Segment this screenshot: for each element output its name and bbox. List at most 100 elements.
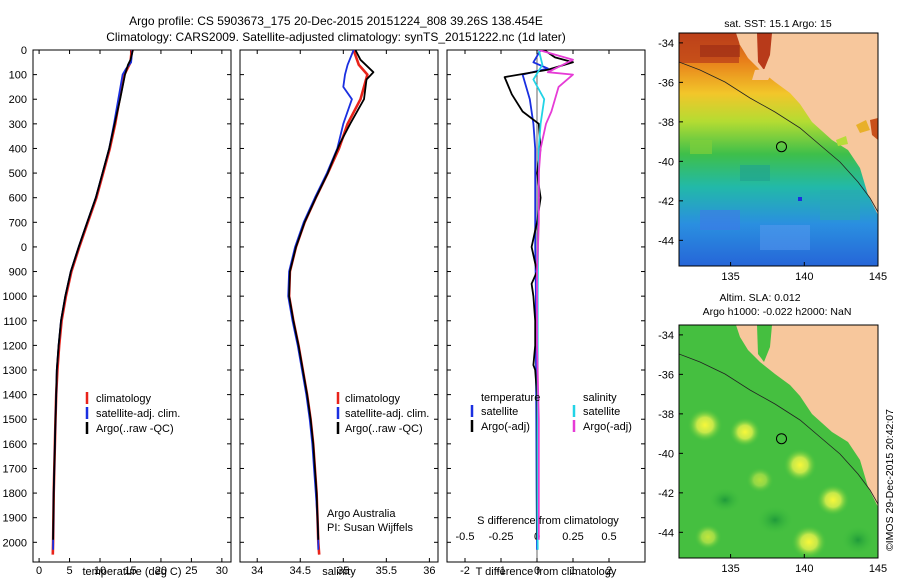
series-line-2: [52, 50, 134, 540]
legend-satellite-label: satellite-adj. clim.: [345, 408, 429, 420]
y-tick-label: -40: [658, 448, 674, 460]
y-tick-label: 1600: [3, 439, 27, 451]
header-line-2: Climatology: CARS2009. Satellite-adjuste…: [106, 30, 566, 44]
x-tick-label: 145: [869, 563, 887, 575]
sla-map-title-line-1: Altim. SLA: 0.012: [719, 292, 800, 304]
legend-s-satellite-label: satellite: [583, 406, 620, 418]
sst-map-image: [679, 33, 878, 266]
difference-legend: temperature salinity satellite Argo(-adj…: [470, 392, 632, 433]
legend-climatology-label: climatology: [345, 393, 401, 405]
y-tick-label: 0: [21, 45, 27, 57]
legend-t-satellite-label: satellite: [481, 406, 518, 418]
x-tick-label: 34.5: [290, 565, 311, 577]
sla-float-marker: [776, 433, 787, 445]
y-tick-label: -42: [658, 196, 674, 208]
x-tick-label: 35.5: [376, 565, 397, 577]
y-tick-label: -44: [658, 527, 674, 539]
top-tick-label: 0.25: [562, 531, 583, 543]
top-tick-label: -0.25: [488, 531, 513, 543]
salinity-axes: 34 34.5 35 35.5 36: [240, 49, 438, 577]
y-tick-label: -36: [658, 369, 674, 381]
pi-annotation: PI: Susan Wijffels: [327, 522, 413, 534]
y-tick-label: 300: [9, 119, 27, 131]
x-tick-label: 135: [721, 563, 739, 575]
x-tick-label: 36: [423, 565, 435, 577]
y-tick-label: 1100: [3, 316, 27, 328]
x-tick-label: 0: [534, 565, 540, 577]
salinity-plot-frame: [239, 49, 439, 563]
sst-map-frame: [678, 32, 879, 267]
x-tick-label: -2: [460, 565, 470, 577]
difference-top-label: S difference from climatology: [477, 515, 619, 527]
y-tick-label: -44: [658, 235, 674, 247]
y-tick-label: -38: [658, 409, 674, 421]
x-tick-label: 140: [795, 271, 813, 283]
difference-plot-frame: [446, 49, 646, 563]
legend-climatology-label: climatology: [96, 393, 152, 405]
y-tick-label: 1800: [3, 488, 27, 500]
y-tick-label: 1700: [3, 463, 27, 475]
y-tick-label: 1000: [3, 291, 27, 303]
y-tick-label: -40: [658, 156, 674, 168]
series-line-1: [503, 50, 574, 540]
sst-map-title: sat. SST: 15.1 Argo: 15: [724, 18, 832, 30]
series-line-2: [288, 50, 375, 540]
y-tick-label: 1500: [3, 414, 27, 426]
x-tick-label: 135: [721, 271, 739, 283]
y-tick-label: 1900: [3, 513, 27, 525]
y-tick-label: 700: [9, 217, 27, 229]
temperature-plot-frame: [32, 49, 232, 563]
legend-argo-label: Argo(..raw -QC): [96, 423, 174, 435]
imos-timestamp: ©IMOS 29-Dec-2015 20:42:07: [884, 409, 896, 551]
salinity-lines: [287, 50, 375, 555]
x-tick-label: 20: [155, 565, 167, 577]
x-tick-label: 0: [36, 565, 42, 577]
y-tick-label: 100: [9, 70, 27, 82]
x-tick-label: 2: [606, 565, 612, 577]
x-tick-label: -1: [496, 565, 506, 577]
y-tick-label: 500: [9, 168, 27, 180]
x-tick-label: 35: [337, 565, 349, 577]
y-tick-label: -34: [658, 38, 674, 50]
x-tick-label: 25: [185, 565, 197, 577]
x-tick-label: 140: [795, 563, 813, 575]
top-tick-label: -0.5: [456, 531, 475, 543]
temperature-legend: climatology satellite-adj. clim. Argo(..…: [85, 392, 180, 435]
sla-map-axes: 135 140 145 -34 -36 -38 -40 -42 -44: [658, 330, 887, 575]
y-tick-label: 1300: [3, 365, 27, 377]
temperature-axes: 0100200300400500600700090010001100120013…: [3, 45, 231, 577]
y-tick-label: 1400: [3, 390, 27, 402]
legend-temperature-title: temperature: [481, 392, 540, 404]
y-tick-label: 600: [9, 193, 27, 205]
x-tick-label: 145: [869, 271, 887, 283]
sla-map-title-line-2: Argo h1000: -0.022 h2000: NaN: [703, 306, 852, 318]
argo-australia-annotation: Argo Australia: [327, 508, 396, 520]
y-tick-label: -34: [658, 330, 674, 342]
y-tick-label: -36: [658, 77, 674, 89]
x-tick-label: 5: [66, 565, 72, 577]
salinity-legend: climatology satellite-adj. clim. Argo(..…: [336, 392, 429, 435]
y-tick-label: 0: [21, 242, 27, 254]
y-tick-label: 1200: [3, 340, 27, 352]
x-tick-label: 34: [251, 565, 263, 577]
x-tick-label: 1: [570, 565, 576, 577]
header-line-1: Argo profile: CS 5903673_175 20-Dec-2015…: [129, 14, 543, 28]
series-line-3: [536, 50, 574, 540]
sla-map-frame: [678, 324, 879, 559]
difference-lines: [503, 50, 574, 562]
legend-s-argo-label: Argo(-adj): [583, 421, 632, 433]
sla-map-image: [679, 325, 878, 558]
top-tick-label: 0.5: [601, 531, 616, 543]
difference-xlabel: T difference from climatology: [476, 566, 617, 578]
sst-float-marker: [776, 141, 787, 153]
sst-map-axes: 135 140 145 -34 -36 -38 -40 -42 -44: [658, 38, 887, 283]
x-tick-label: 10: [94, 565, 106, 577]
y-tick-label: 900: [9, 267, 27, 279]
legend-salinity-title: salinity: [583, 392, 617, 404]
y-tick-label: 2000: [3, 537, 27, 549]
temperature-xlabel: temperature (deg C): [82, 566, 181, 578]
temperature-lines: [51, 50, 134, 555]
x-tick-label: 15: [124, 565, 136, 577]
